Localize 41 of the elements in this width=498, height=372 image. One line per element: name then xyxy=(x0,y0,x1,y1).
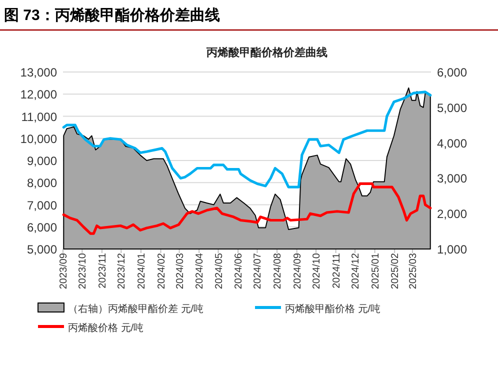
y-tick-label: 10,000 xyxy=(20,132,58,146)
y-tick-label: 11,000 xyxy=(21,110,58,124)
chart-subtitle: 丙烯酸甲酯价格价差曲线 xyxy=(206,46,328,59)
x-tick-label: 2023/11 xyxy=(97,252,108,288)
x-tick-label: 2024/06 xyxy=(234,252,245,290)
x-tick-label: 2024/03 xyxy=(174,252,186,290)
y2-tick-label: 3,000 xyxy=(437,172,468,186)
y-tick-label: 6,000 xyxy=(26,220,58,234)
legend-label: （右轴）丙烯酸甲酯价差 元/吨 xyxy=(68,303,204,315)
y2-tick-label: 2,000 xyxy=(437,207,468,222)
x-tick-label: 2024/09 xyxy=(292,252,304,290)
x-tick-label: 2024/02 xyxy=(156,252,168,290)
x-tick-label: 2024/12 xyxy=(350,252,362,290)
y-tick-label: 5,000 xyxy=(26,242,58,256)
x-tick-label: 2023/09 xyxy=(58,252,70,290)
legend-label: 丙烯酸价格 元/吨 xyxy=(68,322,144,334)
chart-title: 图 73：丙烯酸甲酯价格价差曲线 xyxy=(4,7,220,24)
x-tick-label: 2025/03 xyxy=(408,252,419,290)
x-tick-label: 2024/04 xyxy=(194,252,206,290)
x-tick-label: 2024/10 xyxy=(312,252,322,290)
y-tick-label: 12,000 xyxy=(20,88,58,102)
line-series xyxy=(62,90,432,188)
x-tick-label: 2025/02 xyxy=(390,252,402,290)
line-series xyxy=(62,182,432,235)
y2-tick-label: 1,000 xyxy=(437,242,468,256)
y-tick-label: 9,000 xyxy=(26,154,58,168)
y2-tick-label: 6,000 xyxy=(437,66,468,80)
x-tick-label: 2024/07 xyxy=(252,252,264,290)
x-tick-label: 2024/11 xyxy=(331,252,342,288)
y-tick-label: 13,000 xyxy=(20,66,58,80)
x-tick-label: 2024/08 xyxy=(272,252,284,290)
x-tick-label: 2024/05 xyxy=(214,252,225,290)
y2-tick-label: 4,000 xyxy=(437,136,468,150)
y-tick-label: 8,000 xyxy=(26,176,58,190)
x-tick-label: 2024/01 xyxy=(136,252,148,290)
legend-label: 丙烯酸甲酯价格 元/吨 xyxy=(285,303,381,315)
y2-tick-label: 5,000 xyxy=(437,100,468,115)
x-tick-label: 2023/10 xyxy=(78,252,89,290)
x-tick-label: 2023/12 xyxy=(116,252,128,290)
x-tick-label: 2025/01 xyxy=(370,252,382,290)
y-tick-label: 7,000 xyxy=(26,198,58,212)
